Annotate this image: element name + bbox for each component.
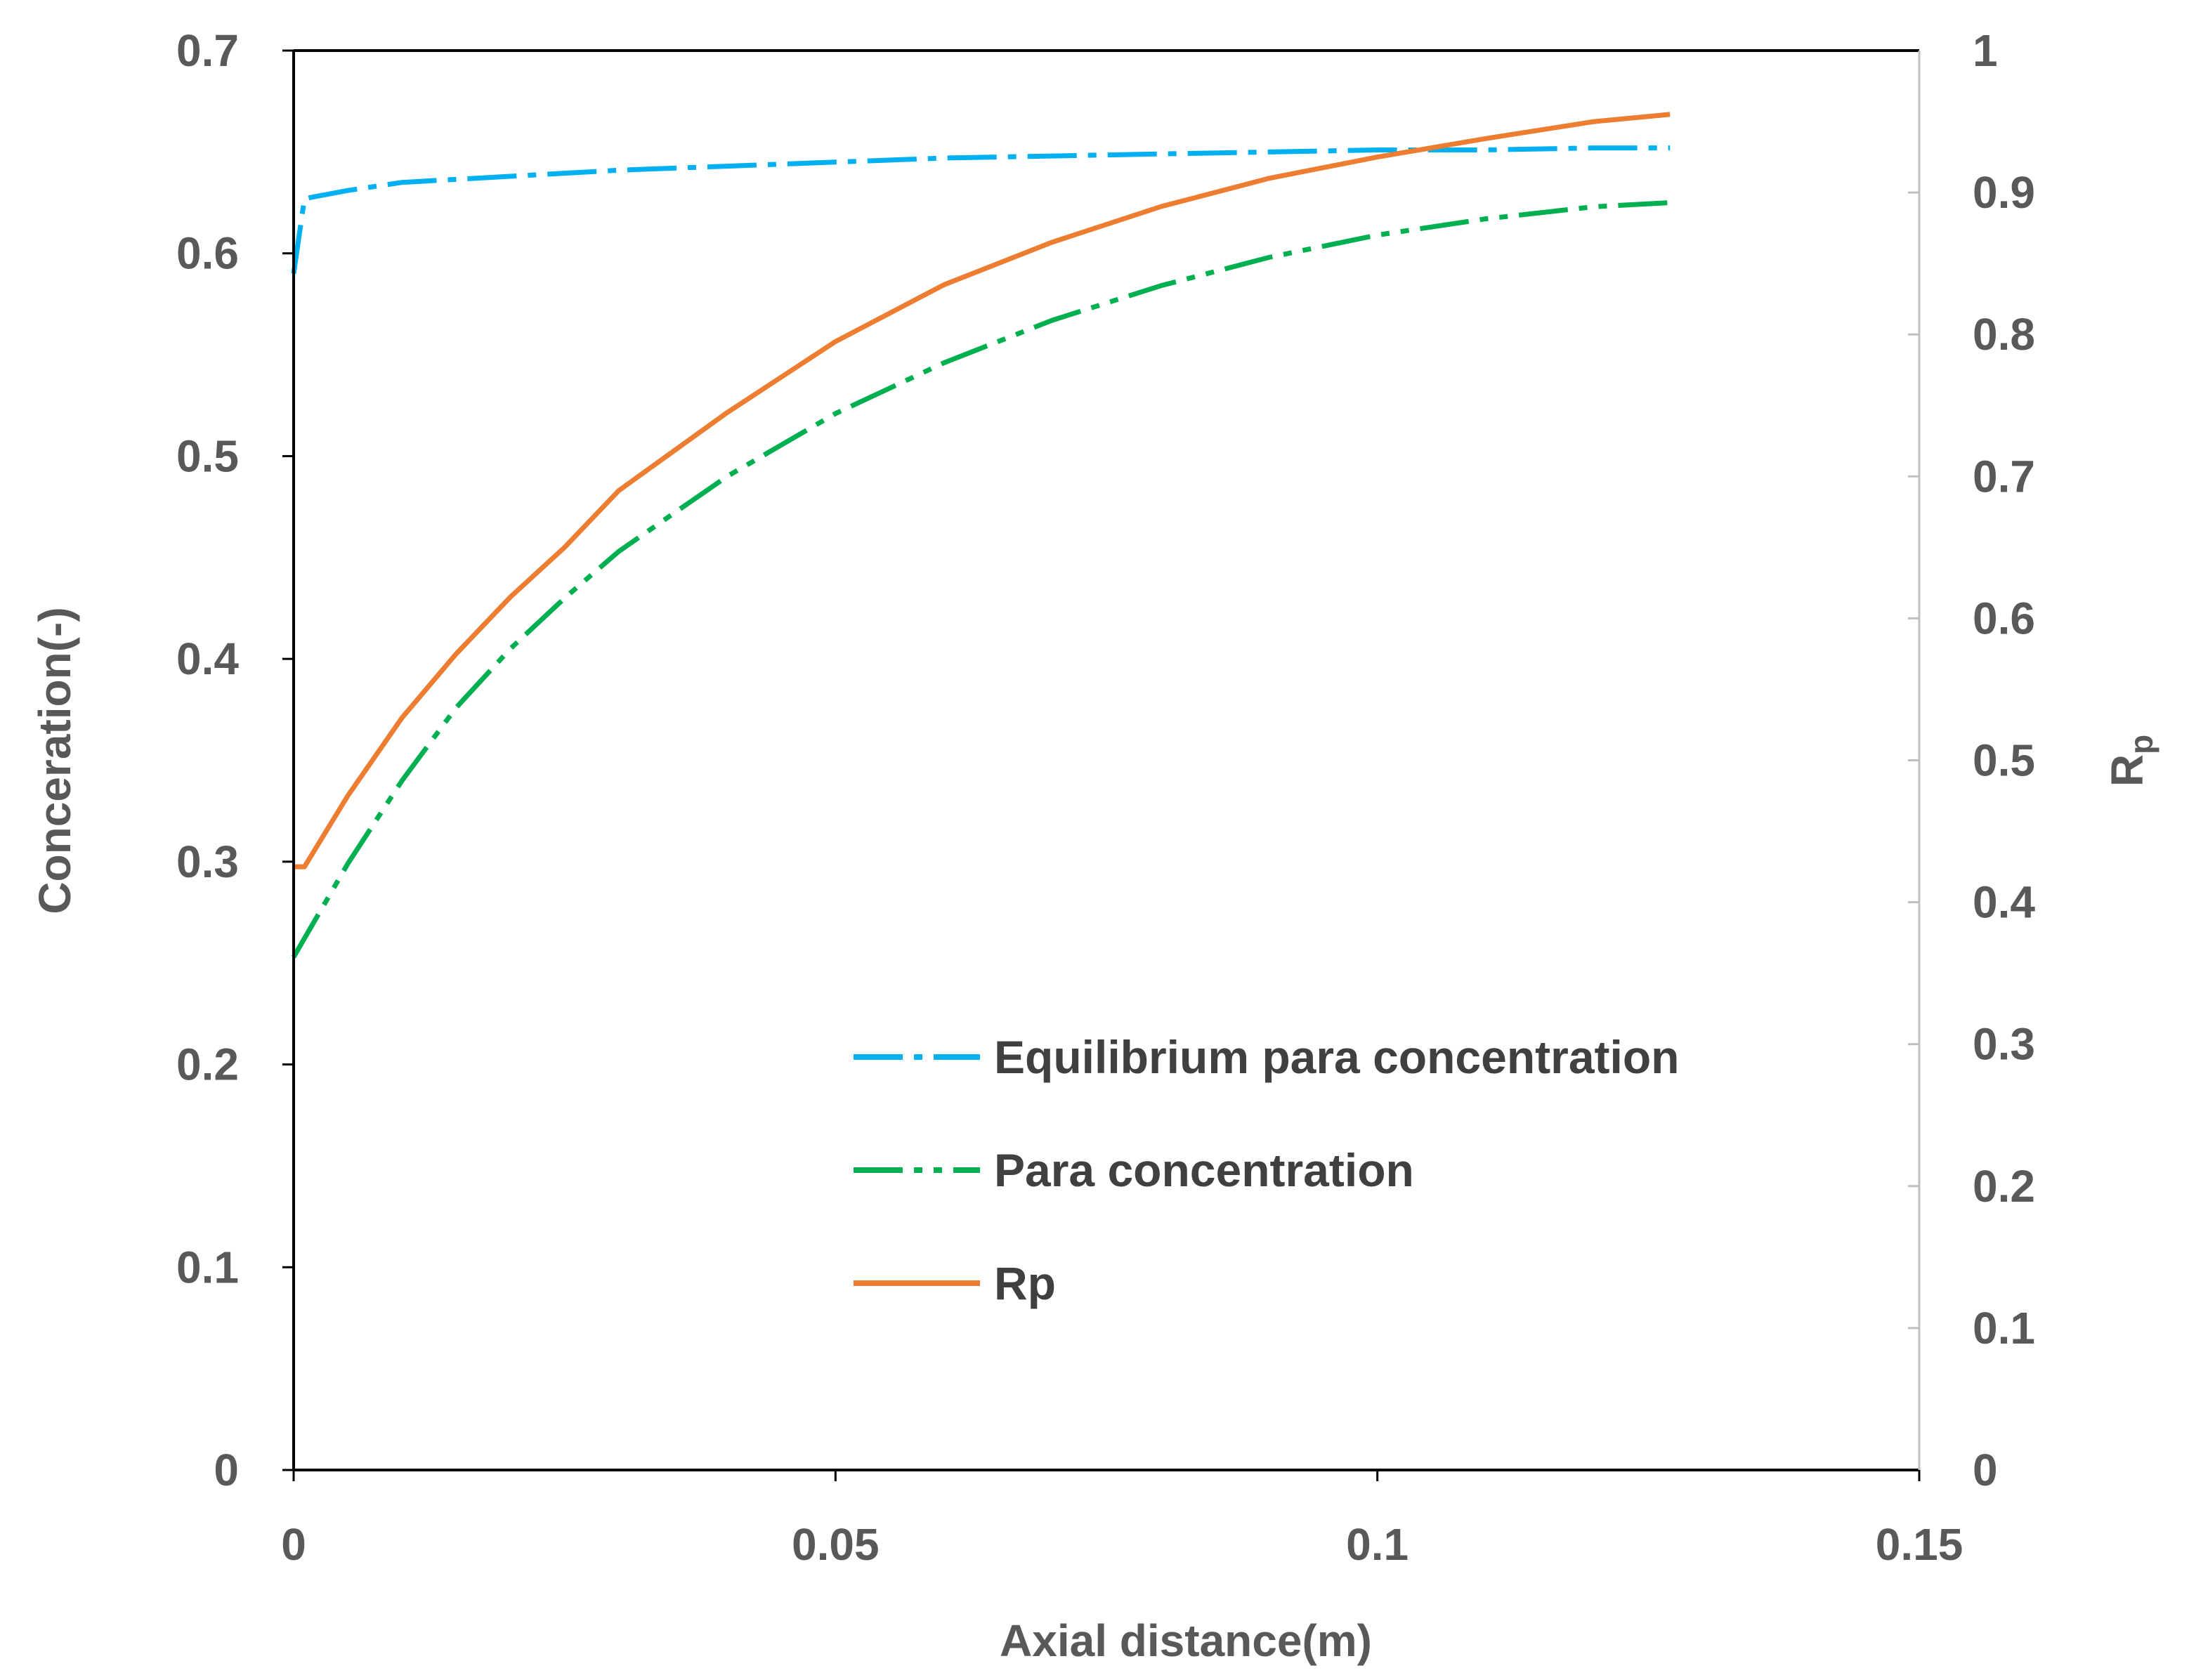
y2-tick-label: 0.7 xyxy=(1973,451,2035,501)
y-tick-label: 0.1 xyxy=(176,1242,239,1292)
y2-tick-label: 0 xyxy=(1973,1445,1998,1495)
legend-label-para: Para concentration xyxy=(994,1144,1414,1196)
y-tick-label: 0 xyxy=(214,1445,239,1495)
x-tick-label: 0.1 xyxy=(1346,1519,1409,1570)
tick-labels: 0 0.1 0.2 0.3 0.4 0.5 0.6 0.7 0 0.1 0.2 0.3 0.4 0.5 0.… xyxy=(176,25,2035,1570)
legend: Equilibrium para concentration Para conc… xyxy=(854,1031,1679,1309)
series-line-rp xyxy=(294,112,1671,869)
series-lines xyxy=(291,112,1671,959)
y-tick-label: 0.6 xyxy=(176,228,239,279)
y2-tick-label: 0.3 xyxy=(1973,1019,2035,1070)
x-tick-label: 0.05 xyxy=(792,1519,880,1570)
axes xyxy=(292,49,1921,1471)
y-tick-label: 0.3 xyxy=(176,836,239,887)
y-axis-title: Conceration(-) xyxy=(30,607,80,914)
y2-tick-label: 0.2 xyxy=(1973,1161,2035,1212)
y2-tick-label: 0.6 xyxy=(1973,593,2035,643)
y2-tick-label: 0.9 xyxy=(1973,167,2035,218)
y2-axis-title-subscript: p xyxy=(2123,735,2159,754)
legend-label-rp: Rp xyxy=(994,1257,1056,1309)
y-tick-label: 0.5 xyxy=(176,431,239,481)
y2-tick-label: 0.8 xyxy=(1973,309,2035,360)
y2-axis-title: Rp xyxy=(2102,735,2159,787)
y-tick-label: 0.4 xyxy=(176,634,239,684)
series-line-para xyxy=(291,200,1671,959)
tick-marks xyxy=(282,49,1921,1481)
y2-axis-title-main: R xyxy=(2102,754,2152,787)
x-tick-label: 0 xyxy=(281,1519,306,1570)
y2-tick-label: 0.4 xyxy=(1973,877,2035,928)
legend-label-equilibrium: Equilibrium para concentration xyxy=(994,1031,1679,1083)
x-tick-label: 0.15 xyxy=(1876,1519,1963,1570)
y2-tick-label: 1 xyxy=(1973,25,1998,76)
y-tick-label: 0.2 xyxy=(176,1039,239,1090)
y-tick-label: 0.7 xyxy=(176,25,239,76)
x-axis-title: Axial distance(m) xyxy=(1000,1615,1372,1666)
y2-tick-label: 0.5 xyxy=(1973,735,2035,786)
y2-tick-label: 0.1 xyxy=(1973,1303,2035,1353)
